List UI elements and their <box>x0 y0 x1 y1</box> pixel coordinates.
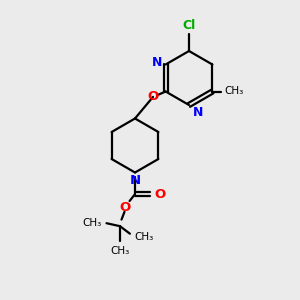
Text: N: N <box>193 106 203 119</box>
Text: CH₃: CH₃ <box>110 246 130 256</box>
Text: O: O <box>154 188 166 201</box>
Text: CH₃: CH₃ <box>82 218 101 228</box>
Text: CH₃: CH₃ <box>134 232 154 242</box>
Text: Cl: Cl <box>182 20 196 32</box>
Text: O: O <box>147 90 159 104</box>
Text: O: O <box>119 201 130 214</box>
Text: CH₃: CH₃ <box>224 86 244 97</box>
Text: N: N <box>152 56 162 70</box>
Text: N: N <box>129 174 141 187</box>
